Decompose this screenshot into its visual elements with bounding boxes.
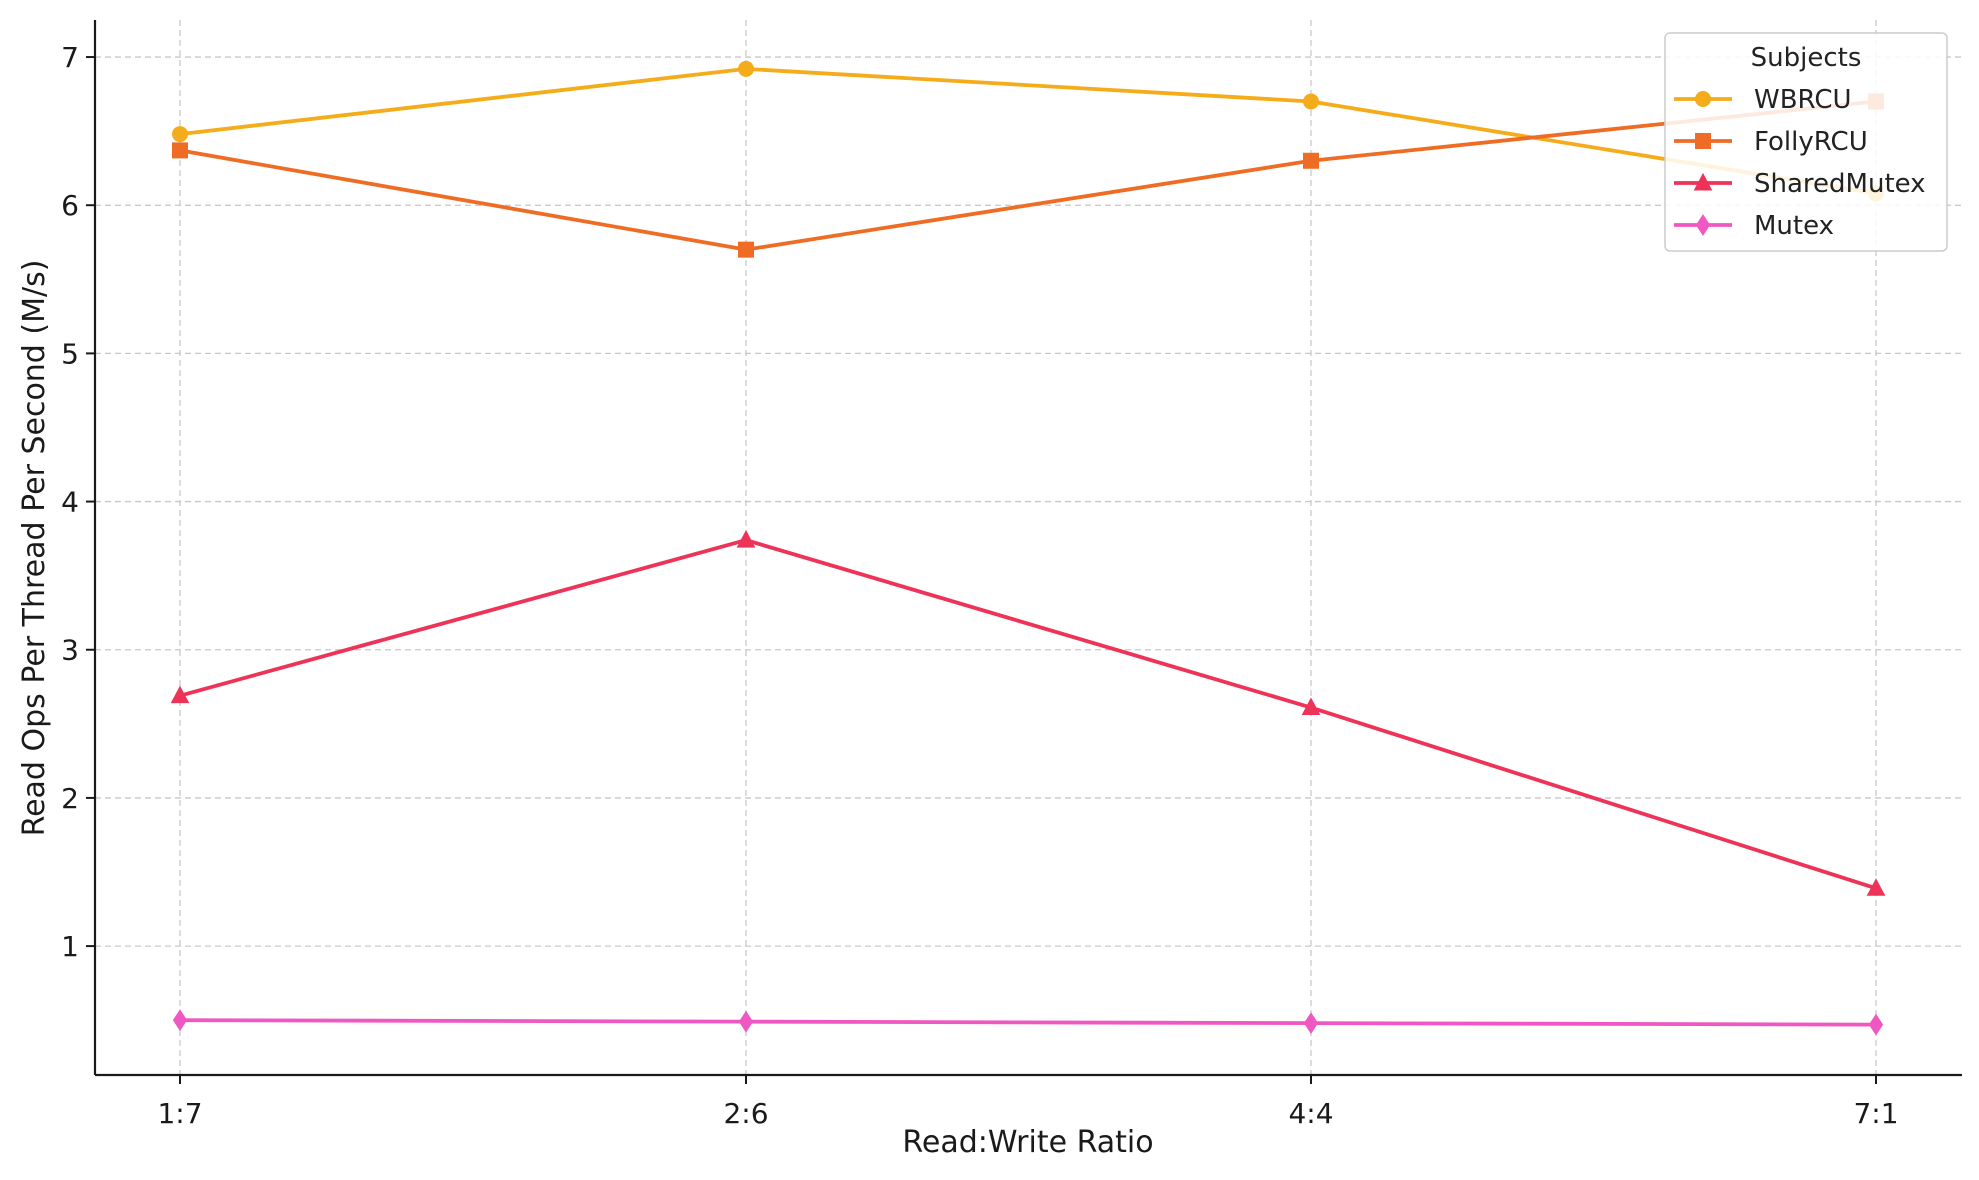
data-point-sharedmutex xyxy=(170,685,190,704)
legend-items: WBRCU FollyRCU SharedMutex Mutex xyxy=(1674,85,1926,241)
legend-item-mutex: Mutex xyxy=(1674,211,1834,241)
legend-item-sharedmutex: SharedMutex xyxy=(1674,169,1926,199)
series-line-sharedmutex xyxy=(179,538,1877,891)
legend-marker-square xyxy=(1695,133,1711,149)
legend-marker-circle xyxy=(1695,91,1711,107)
data-point-mutex xyxy=(738,1010,754,1033)
legend-item-wbrcu: WBRCU xyxy=(1674,85,1852,115)
series-wbrcu xyxy=(172,60,1884,202)
legend-frame xyxy=(1664,32,1948,252)
series-sharedmutex xyxy=(170,530,1886,896)
data-point-follyrcu xyxy=(172,142,188,159)
y-tick-label: 3 xyxy=(61,634,79,667)
ticks: 1 2 3 4 5 6 7 1:7 2:6 4:4 7:1 xyxy=(61,41,1898,1130)
legend-item-follyrcu: FollyRCU xyxy=(1674,127,1868,157)
data-point-sharedmutex xyxy=(1866,878,1886,896)
y-axis-title: Read Ops Per Thread Per Second (M/s) xyxy=(17,260,52,837)
y-tick-label: 2 xyxy=(61,782,79,815)
y-tick-label: 1 xyxy=(61,930,79,963)
series-follyrcu xyxy=(172,93,1884,258)
series-line-wbrcu xyxy=(179,66,1877,196)
data-point-sharedmutex xyxy=(1301,697,1321,716)
legend-label: FollyRCU xyxy=(1754,127,1868,157)
legend-label: Mutex xyxy=(1754,211,1834,241)
series-line-mutex xyxy=(179,1018,1877,1027)
legend-label: WBRCU xyxy=(1754,85,1852,115)
data-point-follyrcu xyxy=(1303,152,1319,169)
data-point-wbrcu xyxy=(1303,93,1319,110)
legend-marker-triangle xyxy=(1693,172,1713,191)
data-point-follyrcu xyxy=(738,241,754,258)
x-tick-label: 7:1 xyxy=(1853,1097,1898,1130)
data-point-mutex xyxy=(1303,1012,1319,1035)
x-axis-title: Read:Write Ratio xyxy=(902,1125,1153,1160)
axes xyxy=(93,20,1962,1077)
data-point-mutex xyxy=(1868,1013,1884,1036)
y-tick-label: 5 xyxy=(61,337,79,370)
legend: Subjects WBRCU FollyRCU SharedMutex Mutex xyxy=(1664,32,1948,252)
data-point-mutex xyxy=(172,1009,188,1032)
legend-label: SharedMutex xyxy=(1754,169,1926,199)
x-tick-label: 4:4 xyxy=(1288,1097,1333,1130)
y-tick-label: 7 xyxy=(61,41,79,74)
x-tick-label: 1:7 xyxy=(157,1097,202,1130)
legend-title: Subjects xyxy=(1751,43,1862,73)
data-point-sharedmutex xyxy=(736,530,756,548)
legend-marker-diamond xyxy=(1695,214,1711,236)
series-line-follyrcu xyxy=(179,99,1877,252)
series-mutex xyxy=(172,1009,1884,1036)
data-point-wbrcu xyxy=(738,60,754,77)
y-tick-label: 6 xyxy=(61,189,79,222)
series-group xyxy=(170,60,1886,1036)
data-point-wbrcu xyxy=(172,126,188,143)
y-tick-label: 4 xyxy=(61,486,79,519)
x-tick-label: 2:6 xyxy=(723,1097,768,1130)
